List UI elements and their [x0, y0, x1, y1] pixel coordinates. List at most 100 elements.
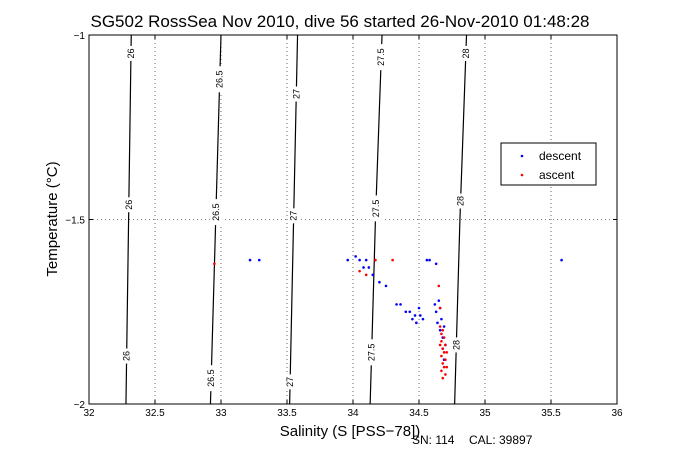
serial-number: SN: 114	[412, 433, 455, 447]
descent-point	[371, 273, 375, 277]
chart-title: SG502 RossSea Nov 2010, dive 56 started …	[91, 12, 590, 31]
axis-ticks: 32 32.5 33 33.5 34 34.5 35 35.5 36 −2 −1.5 −1	[65, 31, 623, 419]
ascent-point	[391, 258, 394, 262]
descent-point	[434, 310, 438, 314]
y-axis-label: Temperature (°C)	[44, 161, 61, 276]
ascent-point	[441, 376, 445, 380]
contour-label-bg	[369, 195, 382, 222]
contour-label: 26	[126, 48, 136, 58]
x-tick-label: 33.5	[277, 408, 297, 419]
descent-point	[415, 321, 418, 325]
descent-point	[399, 303, 402, 306]
descent-point	[437, 299, 441, 302]
ascent-point	[445, 365, 449, 369]
descent-point	[411, 317, 414, 321]
x-tick-label: 33	[215, 408, 227, 419]
contour-label: 26.5	[211, 203, 221, 221]
ascent-point	[437, 284, 441, 288]
ascent-point	[441, 362, 445, 365]
ascent-point	[440, 354, 443, 358]
descent-point	[395, 303, 398, 306]
descent-point	[408, 310, 412, 314]
descent-point	[248, 258, 252, 262]
descent-point	[436, 321, 439, 325]
contour-label: 27.5	[367, 344, 377, 362]
descent-point	[362, 266, 365, 269]
descent-point	[354, 255, 357, 258]
contour-label: 28	[451, 340, 461, 350]
y-tick-label: −1.5	[65, 216, 85, 227]
x-tick-label: 34	[347, 408, 359, 419]
contour-label: 26.5	[215, 71, 225, 89]
contour-label-bg	[209, 199, 222, 226]
descent-point	[425, 258, 429, 262]
legend-label-descent: descent	[539, 149, 582, 163]
contour-label-bg	[205, 365, 218, 392]
contour-label-bg	[287, 208, 300, 224]
ascent-point	[440, 339, 443, 343]
descent-point	[417, 306, 421, 310]
descent-point	[413, 314, 417, 317]
contour-label-bg	[213, 66, 226, 93]
descent-point	[378, 280, 381, 284]
contour-label-bg	[122, 197, 135, 213]
ascent-point	[440, 332, 443, 336]
ascent-point	[438, 325, 442, 328]
ascent-point	[438, 343, 442, 347]
density-contours: 26 26 26 26.5 26.5 26.5 27 27 27 27.5 27.5 27.5 28 28…	[120, 34, 472, 405]
descent-point	[384, 284, 388, 288]
y-tick-label: −1	[74, 31, 86, 42]
legend-marker-descent	[520, 154, 524, 158]
x-tick-label: 36	[611, 408, 623, 419]
ascent-point	[358, 269, 361, 273]
ascent-point	[444, 358, 447, 362]
descent-point	[404, 310, 408, 314]
x-tick-label: 32	[83, 408, 95, 419]
descent-point	[346, 258, 350, 262]
contour-label-bg	[450, 337, 463, 353]
contour-label: 26	[122, 351, 132, 361]
legend: descent ascent	[500, 142, 597, 186]
ascent-point	[364, 273, 368, 277]
contour-label-bg	[459, 45, 472, 61]
descent-point	[419, 314, 422, 317]
contour-label: 26.5	[206, 369, 216, 387]
contour-label-bg	[124, 45, 137, 61]
contour-label: 28	[461, 48, 471, 58]
contour-label-bg	[365, 339, 378, 366]
contour-label-bg	[120, 348, 133, 364]
contour-label: 28	[456, 196, 466, 206]
calibration-number: CAL: 39897	[469, 433, 533, 447]
ascent-point	[442, 351, 446, 354]
contour-label-bg	[284, 374, 297, 390]
contour-label: 27	[289, 211, 299, 221]
contour-label: 27.5	[371, 200, 381, 218]
ascent-point	[440, 369, 443, 373]
legend-marker-ascent	[520, 173, 524, 177]
descent-point	[560, 258, 563, 262]
x-tick-label: 34.5	[409, 408, 429, 419]
contour-label: 26	[124, 200, 134, 210]
x-tick-label: 32.5	[145, 408, 165, 419]
data-points	[213, 255, 563, 380]
ascent-point	[441, 328, 445, 332]
descent-point	[257, 258, 261, 262]
descent-point	[358, 258, 361, 262]
ascent-point	[438, 306, 442, 310]
descent-point	[438, 328, 442, 332]
contour-label: 27	[285, 377, 295, 387]
descent-point	[364, 258, 368, 262]
descent-point	[367, 266, 371, 269]
contour-label-bg	[290, 86, 303, 102]
contour-line-26	[125, 34, 132, 405]
x-tick-label: 35.5	[541, 408, 561, 419]
descent-point	[442, 325, 446, 328]
legend-label-ascent: ascent	[539, 168, 575, 182]
descent-point	[433, 303, 437, 306]
ascent-point	[445, 351, 449, 354]
contour-label: 27	[291, 89, 301, 99]
ascent-point	[213, 262, 216, 266]
y-tick-label: −2	[74, 400, 86, 411]
ascent-point	[444, 343, 447, 347]
